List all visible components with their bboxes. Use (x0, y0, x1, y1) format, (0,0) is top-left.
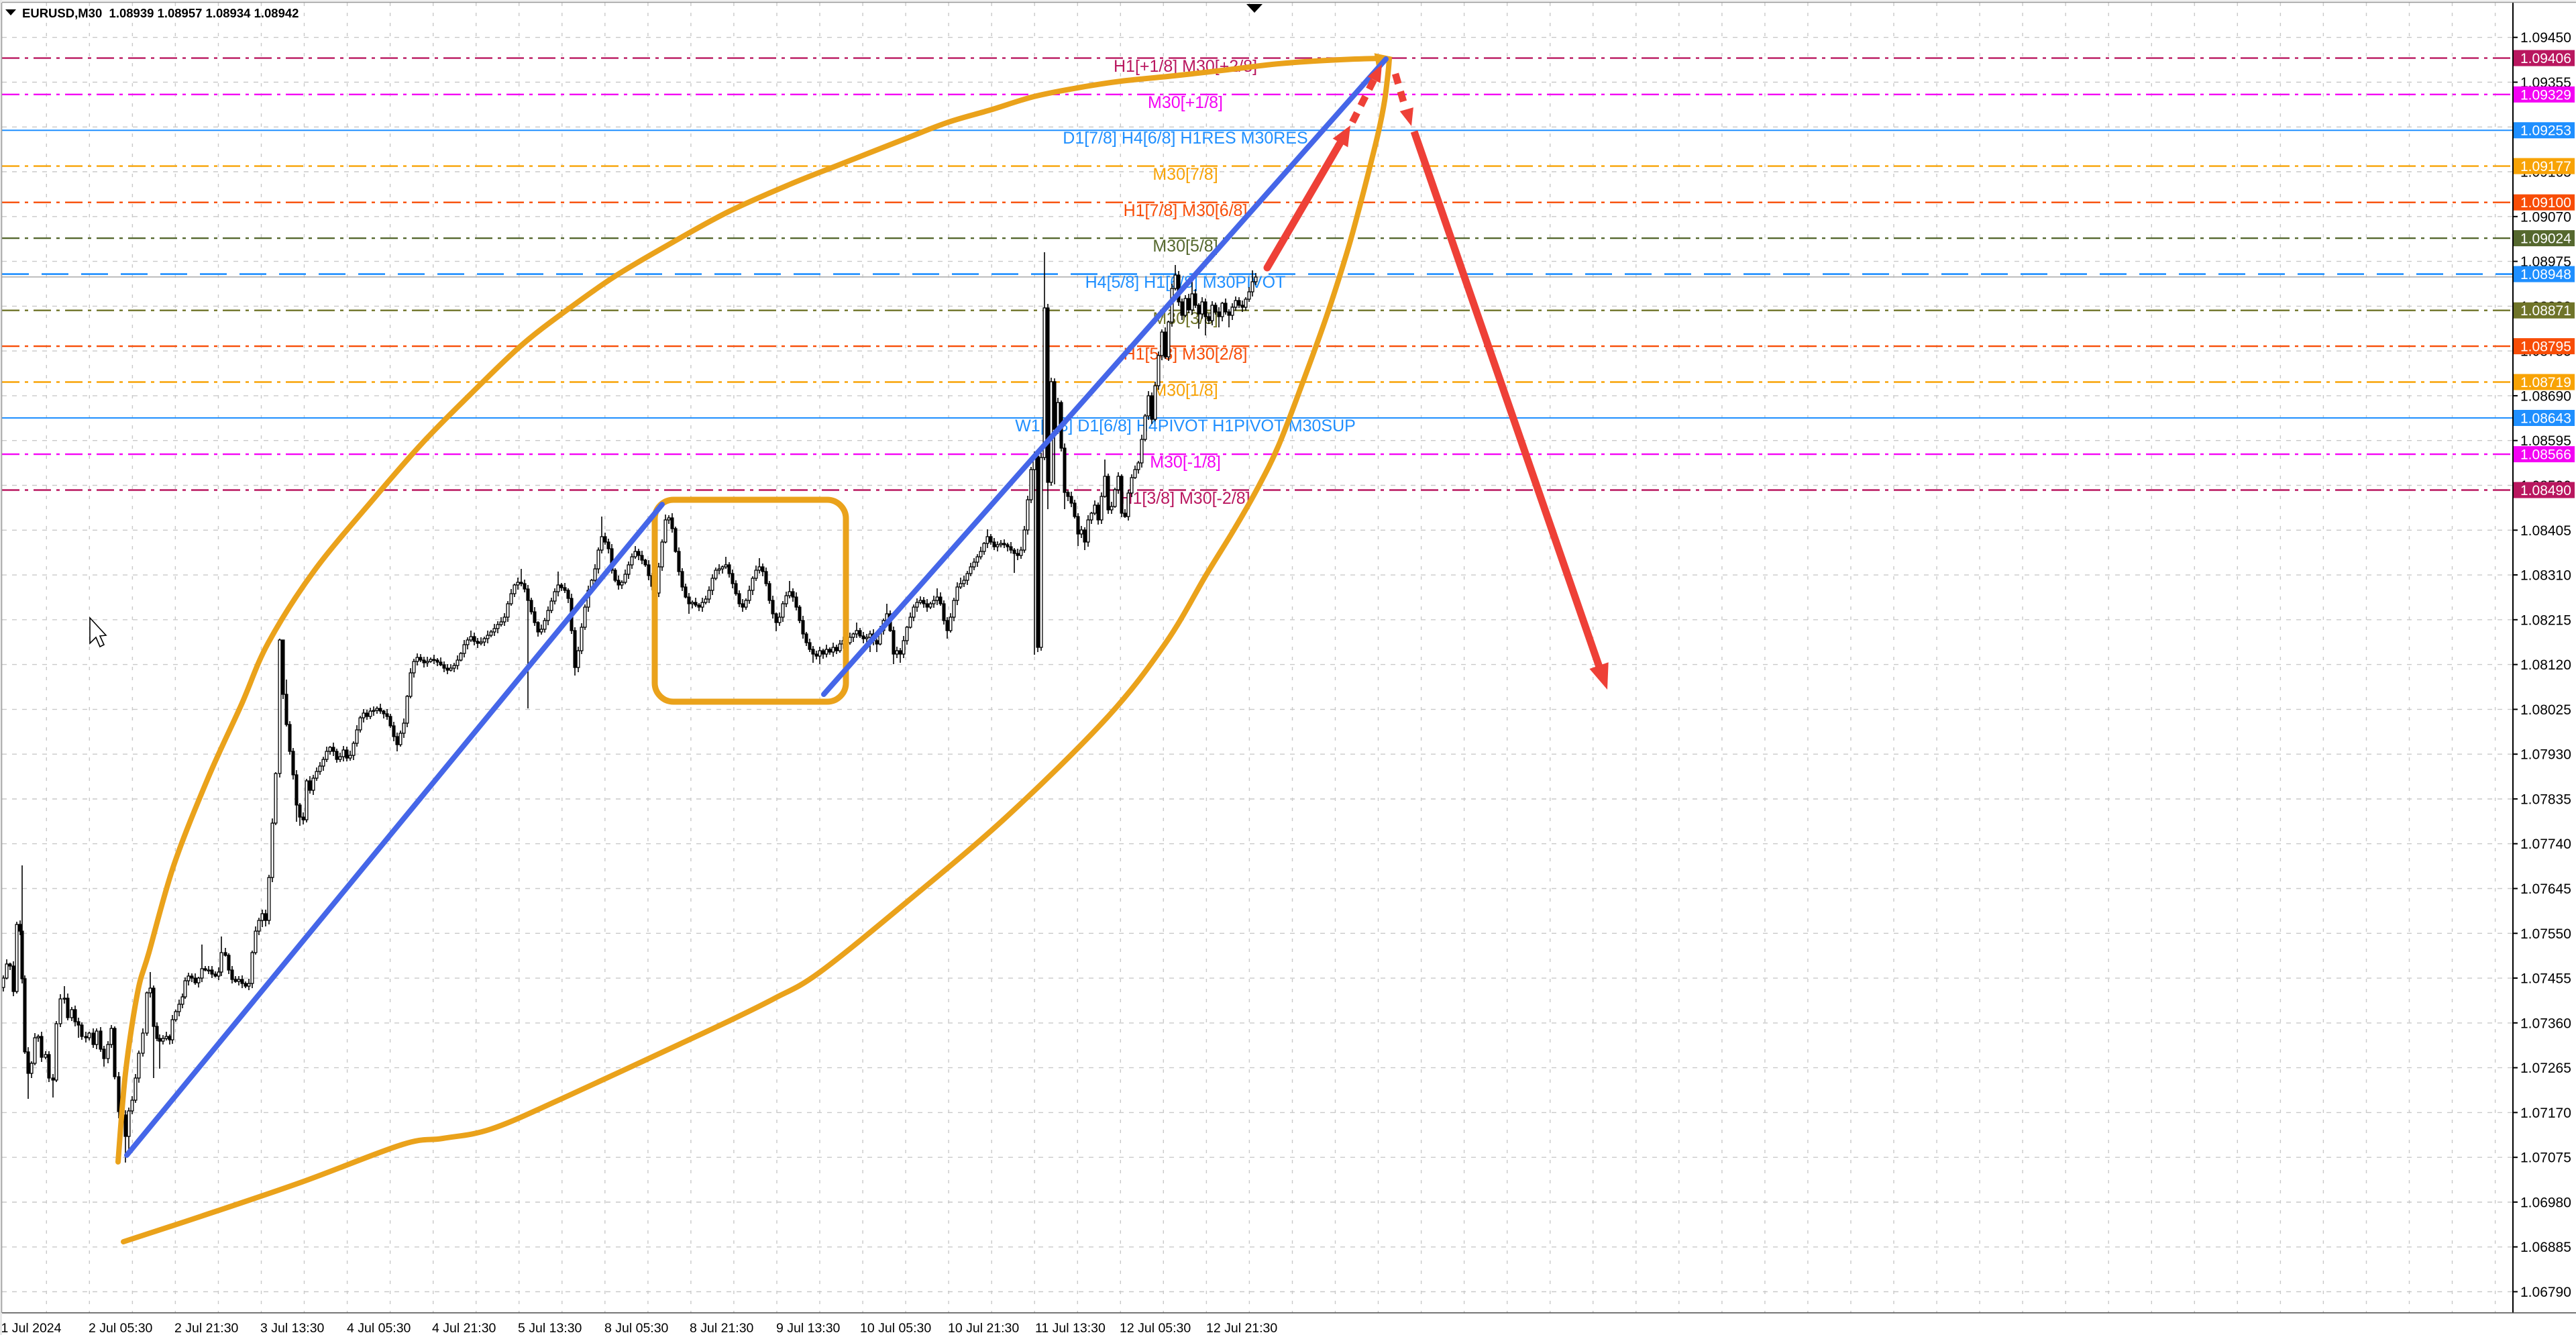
svg-text:M30[7/8]: M30[7/8] (1152, 165, 1218, 184)
svg-text:10 Jul 05:30: 10 Jul 05:30 (860, 1321, 931, 1336)
svg-text:1.08595: 1.08595 (2520, 433, 2571, 449)
svg-text:1.08215: 1.08215 (2520, 612, 2571, 628)
svg-text:1.09450: 1.09450 (2520, 30, 2571, 46)
svg-text:H1[7/8] M30[6/8]: H1[7/8] M30[6/8] (1124, 201, 1248, 220)
svg-text:1.07360: 1.07360 (2520, 1016, 2571, 1031)
svg-text:1.09100: 1.09100 (2520, 195, 2571, 211)
svg-text:EURUSD,M30 1.08939 1.08957 1.: EURUSD,M30 1.08939 1.08957 1.08934 1.089… (22, 6, 299, 20)
svg-text:1.07740: 1.07740 (2520, 837, 2571, 852)
svg-text:1.06885: 1.06885 (2520, 1240, 2571, 1255)
svg-text:1.09177: 1.09177 (2520, 159, 2571, 174)
svg-text:8 Jul 05:30: 8 Jul 05:30 (604, 1321, 669, 1336)
svg-text:H1[3/8] M30[-2/8]: H1[3/8] M30[-2/8] (1120, 489, 1250, 508)
svg-text:11 Jul 13:30: 11 Jul 13:30 (1035, 1321, 1106, 1336)
svg-text:12 Jul 05:30: 12 Jul 05:30 (1120, 1321, 1191, 1336)
svg-text:1.08025: 1.08025 (2520, 702, 2571, 718)
svg-text:1 Jul 2024: 1 Jul 2024 (1, 1321, 62, 1336)
svg-text:1.09406: 1.09406 (2520, 51, 2571, 66)
svg-text:12 Jul 21:30: 12 Jul 21:30 (1206, 1321, 1277, 1336)
svg-text:1.08405: 1.08405 (2520, 523, 2571, 539)
svg-text:4 Jul 21:30: 4 Jul 21:30 (432, 1321, 496, 1336)
svg-text:M30[+1/8]: M30[+1/8] (1148, 93, 1223, 112)
svg-text:1.07835: 1.07835 (2520, 792, 2571, 807)
svg-text:5 Jul 13:30: 5 Jul 13:30 (518, 1321, 582, 1336)
svg-text:1.08566: 1.08566 (2520, 447, 2571, 463)
svg-text:1.09329: 1.09329 (2520, 87, 2571, 103)
svg-text:4 Jul 05:30: 4 Jul 05:30 (347, 1321, 411, 1336)
svg-text:3 Jul 13:30: 3 Jul 13:30 (260, 1321, 325, 1336)
svg-text:1.07930: 1.07930 (2520, 747, 2571, 763)
svg-text:1.07455: 1.07455 (2520, 971, 2571, 987)
svg-text:M30[5/8]: M30[5/8] (1152, 237, 1218, 256)
svg-text:10 Jul 21:30: 10 Jul 21:30 (948, 1321, 1019, 1336)
svg-text:9 Jul 13:30: 9 Jul 13:30 (776, 1321, 841, 1336)
svg-text:1.08120: 1.08120 (2520, 657, 2571, 673)
svg-text:1.09070: 1.09070 (2520, 209, 2571, 225)
svg-text:1.08871: 1.08871 (2520, 303, 2571, 319)
svg-text:1.09253: 1.09253 (2520, 123, 2571, 139)
svg-text:W1[5/8] D1[6/8] H4PIVOT H1PIVO: W1[5/8] D1[6/8] H4PIVOT H1PIVOT M30SUP (1015, 417, 1356, 435)
svg-text:2 Jul 21:30: 2 Jul 21:30 (174, 1321, 239, 1336)
svg-text:1.07550: 1.07550 (2520, 926, 2571, 942)
svg-text:D1[7/8] H4[6/8] H1RES M30RES: D1[7/8] H4[6/8] H1RES M30RES (1063, 129, 1307, 148)
svg-text:M30[-1/8]: M30[-1/8] (1150, 453, 1221, 472)
svg-text:1.08795: 1.08795 (2520, 339, 2571, 355)
svg-text:1.06980: 1.06980 (2520, 1195, 2571, 1210)
svg-text:H1[5/8] M30[2/8]: H1[5/8] M30[2/8] (1124, 345, 1248, 364)
svg-text:1.08490: 1.08490 (2520, 483, 2571, 498)
svg-text:1.08948: 1.08948 (2520, 267, 2571, 282)
svg-text:1.09024: 1.09024 (2520, 231, 2571, 247)
svg-text:1.06790: 1.06790 (2520, 1285, 2571, 1300)
svg-text:1.08975: 1.08975 (2520, 254, 2571, 270)
svg-text:1.07170: 1.07170 (2520, 1106, 2571, 1121)
svg-text:8 Jul 21:30: 8 Jul 21:30 (690, 1321, 754, 1336)
svg-text:1.08690: 1.08690 (2520, 388, 2571, 404)
svg-text:1.07265: 1.07265 (2520, 1061, 2571, 1076)
svg-text:1.08310: 1.08310 (2520, 568, 2571, 584)
svg-text:1.08643: 1.08643 (2520, 411, 2571, 427)
svg-text:1.07645: 1.07645 (2520, 881, 2571, 897)
svg-text:2 Jul 05:30: 2 Jul 05:30 (89, 1321, 153, 1336)
svg-text:1.07075: 1.07075 (2520, 1150, 2571, 1166)
svg-text:1.08719: 1.08719 (2520, 375, 2571, 390)
svg-text:M30[1/8]: M30[1/8] (1152, 381, 1218, 400)
